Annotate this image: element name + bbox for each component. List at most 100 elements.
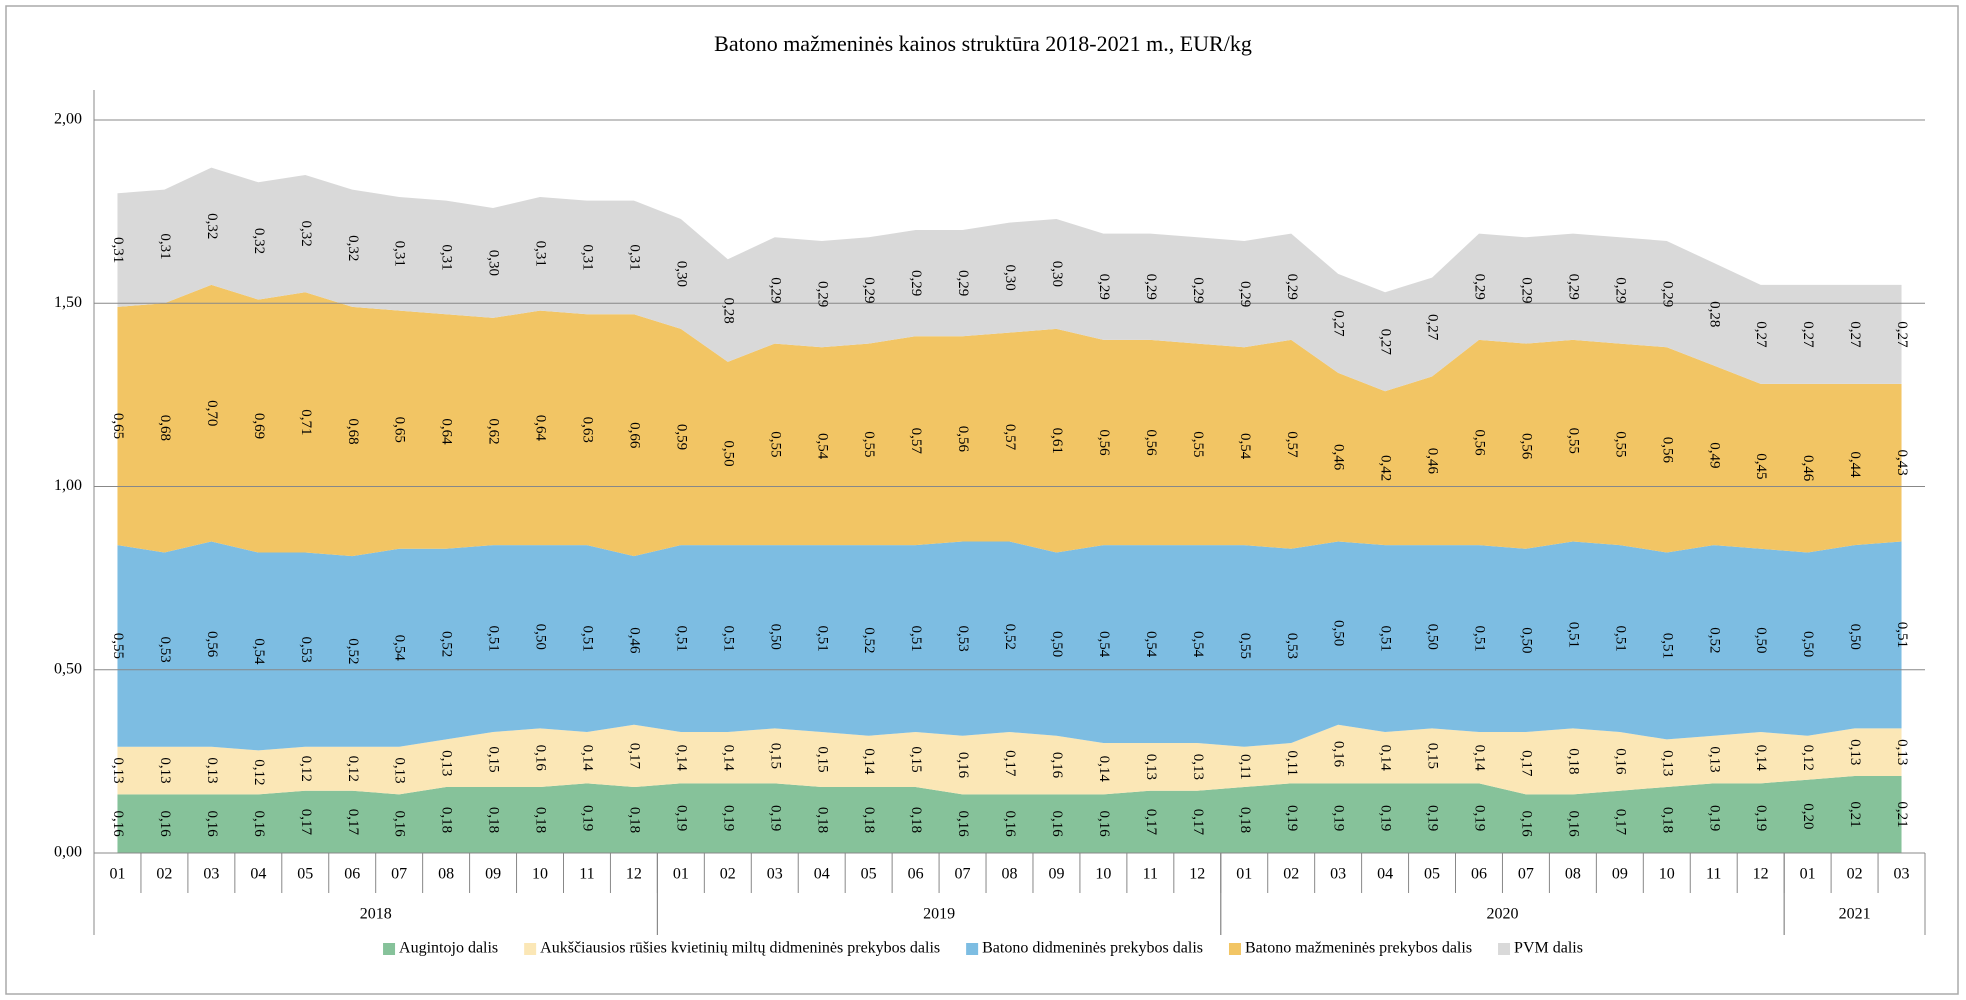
data-label: 0,17 [345, 809, 361, 836]
data-label: 0,28 [720, 297, 736, 323]
data-label: 0,51 [486, 625, 502, 651]
data-label: 0,46 [1425, 448, 1441, 475]
x-tick-label: 07 [391, 866, 407, 883]
x-tick-label: 12 [1189, 866, 1205, 883]
x-tick-label: 05 [861, 866, 877, 883]
data-label: 0,55 [1237, 633, 1253, 659]
legend: Augintojo dalis Aukščiausios rūšies kviet… [383, 940, 1583, 957]
data-label: 0,16 [1612, 748, 1628, 775]
data-label: 0,15 [767, 743, 783, 769]
data-label: 0,50 [1847, 624, 1863, 650]
data-label: 0,29 [908, 270, 924, 296]
x-tick-label: 09 [1048, 866, 1064, 883]
data-label: 0,29 [955, 270, 971, 296]
x-tick-label: 01 [1800, 866, 1816, 883]
data-label: 0,46 [626, 627, 642, 654]
data-label: 0,27 [1800, 321, 1816, 348]
data-label: 0,53 [157, 636, 173, 662]
x-tick-label: 01 [109, 866, 125, 883]
data-label: 0,31 [580, 244, 596, 270]
data-label: 0,51 [1894, 622, 1910, 648]
data-label: 0,19 [1753, 805, 1769, 831]
data-label: 0,30 [486, 250, 502, 276]
data-label: 0,61 [1049, 428, 1065, 454]
data-label: 0,55 [110, 633, 126, 659]
data-label: 0,51 [908, 625, 924, 651]
x-tick-label: 03 [767, 866, 783, 883]
data-label: 0,16 [955, 752, 971, 779]
data-label: 0,50 [1518, 627, 1534, 653]
data-label: 0,16 [157, 811, 173, 838]
data-label: 0,29 [814, 281, 830, 307]
y-tick-label: 1,00 [54, 477, 82, 494]
data-label: 0,29 [1518, 277, 1534, 303]
y-tick-label: 0,50 [54, 660, 82, 677]
data-label: 0,16 [1002, 811, 1018, 838]
data-label: 0,13 [1847, 739, 1863, 765]
data-label: 0,27 [1847, 321, 1863, 348]
data-label: 0,17 [1002, 750, 1018, 777]
data-label: 0,29 [1284, 274, 1300, 300]
data-label: 0,21 [1894, 801, 1910, 827]
data-label: 0,65 [392, 417, 408, 443]
data-label: 0,16 [1049, 752, 1065, 779]
x-tick-label: 03 [203, 866, 219, 883]
data-label: 0,69 [251, 413, 267, 439]
data-label: 0,54 [1096, 631, 1112, 658]
data-label: 0,19 [720, 805, 736, 831]
data-label: 0,13 [392, 757, 408, 783]
data-label: 0,50 [720, 440, 736, 466]
data-label: 0,29 [1565, 274, 1581, 300]
data-label: 0,16 [533, 745, 549, 772]
x-tick-label: 04 [250, 866, 266, 883]
data-label: 0,56 [1143, 429, 1159, 456]
data-label: 0,16 [1518, 811, 1534, 838]
data-label: 0,56 [204, 631, 220, 658]
x-tick-label: 02 [156, 866, 172, 883]
data-label: 0,16 [110, 811, 126, 838]
data-label: 0,14 [720, 745, 736, 772]
data-label: 0,55 [861, 431, 877, 457]
data-label: 0,16 [251, 811, 267, 838]
data-label: 0,13 [1143, 754, 1159, 780]
x-tick-label: 02 [1283, 866, 1299, 883]
data-label: 0,62 [486, 418, 502, 444]
data-label: 0,12 [251, 759, 267, 785]
group-label: 2018 [360, 906, 392, 923]
data-label: 0,13 [439, 750, 455, 776]
data-label: 0,50 [533, 624, 549, 650]
data-label: 0,14 [1753, 745, 1769, 772]
data-label: 0,51 [673, 625, 689, 651]
data-label: 0,28 [1706, 301, 1722, 327]
group-label: 2019 [923, 906, 955, 923]
legend-label: PVM dalis [1514, 940, 1583, 957]
data-label: 0,54 [392, 635, 408, 662]
data-label: 0,32 [204, 213, 220, 239]
data-label: 0,31 [626, 244, 642, 270]
data-label: 0,16 [1331, 741, 1347, 768]
data-label: 0,66 [626, 422, 642, 449]
data-label: 0,18 [1565, 748, 1581, 774]
x-tick-label: 05 [297, 866, 313, 883]
data-label: 0,30 [1049, 261, 1065, 287]
data-label: 0,54 [1190, 631, 1206, 658]
data-label: 0,27 [1425, 314, 1441, 341]
data-label: 0,14 [673, 745, 689, 772]
data-label: 0,18 [533, 807, 549, 833]
data-label: 0,13 [1706, 746, 1722, 772]
x-tick-label: 11 [1143, 866, 1158, 883]
area [117, 284, 1902, 557]
data-label: 0,31 [439, 244, 455, 270]
data-label: 0,51 [814, 625, 830, 651]
data-label: 0,29 [861, 277, 877, 303]
x-tick-label: 03 [1894, 866, 1910, 883]
areas [117, 167, 1902, 853]
data-label: 0,14 [1472, 745, 1488, 772]
data-label: 0,56 [1518, 433, 1534, 460]
data-label: 0,18 [1659, 807, 1675, 833]
legend-swatch [383, 943, 396, 955]
data-label: 0,27 [1894, 321, 1910, 348]
x-tick-label: 06 [344, 866, 360, 883]
data-label: 0,32 [298, 220, 314, 246]
data-label: 0,12 [345, 756, 361, 782]
